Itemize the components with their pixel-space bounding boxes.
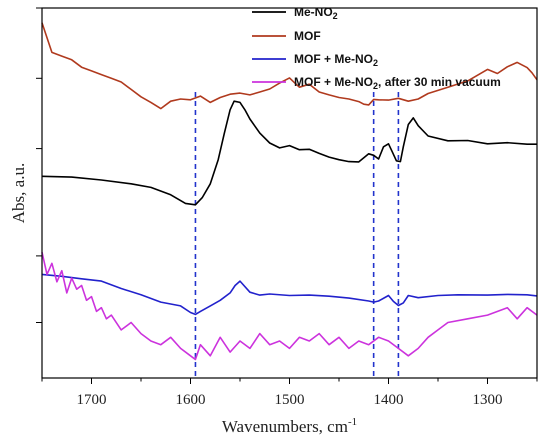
series-line-0 (41, 100, 537, 206)
series-line-2 (41, 273, 538, 316)
x-tick-label: 1500 (275, 392, 305, 408)
x-axis-ticks: 1700 1600 1500 1400 1300 (41, 378, 538, 408)
plot-area: 1700 1600 1500 1400 1300 (36, 7, 538, 408)
reference-lines (194, 92, 400, 378)
series-line-3 (41, 252, 538, 361)
x-tick-label: 1300 (473, 392, 503, 408)
x-tick-label: 1600 (176, 392, 206, 408)
legend-label: MOF + Me-NO2, after 30 min vacuum (294, 75, 501, 91)
legend-label: MOF (294, 29, 321, 43)
x-axis-title: Wavenumbers, cm-1 (222, 416, 357, 436)
x-axis-title-text: Wavenumbers, cm (222, 417, 348, 436)
series-lines (41, 22, 538, 361)
legend: Me-NO2 MOF MOF + Me-NO2 MOF + Me-NO2, after… (252, 5, 501, 91)
series-line-1 (41, 22, 538, 110)
legend-label: Me-NO2 (294, 5, 338, 21)
x-axis-title-superscript: -1 (348, 416, 357, 428)
legend-label: MOF + Me-NO2 (294, 52, 378, 68)
y-axis-title: Abs, a.u. (9, 163, 28, 223)
x-tick-label: 1700 (77, 392, 107, 408)
y-axis-ticks (36, 7, 42, 323)
x-tick-label: 1400 (374, 392, 404, 408)
